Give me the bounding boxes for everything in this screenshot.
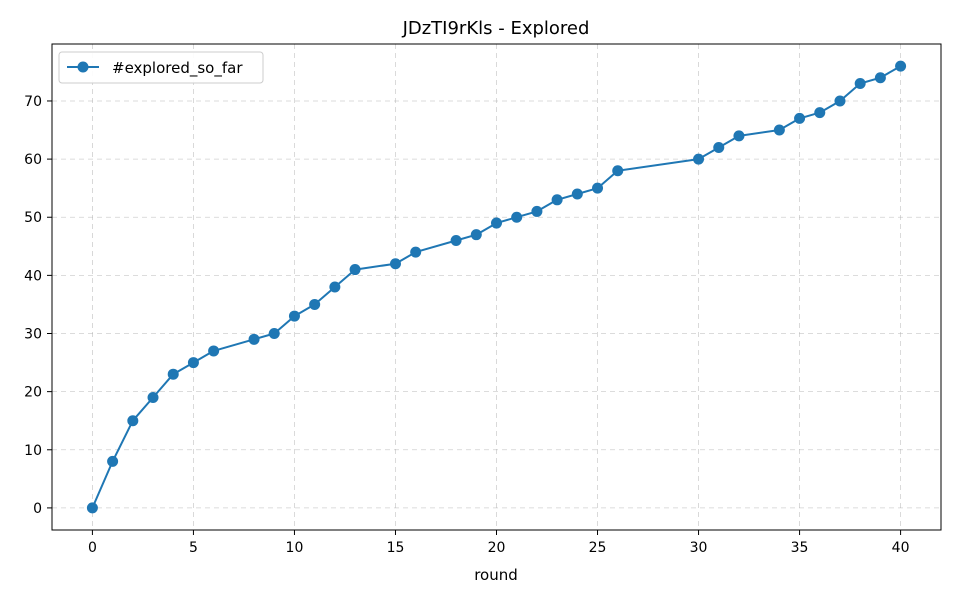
data-point bbox=[167, 368, 179, 380]
data-point bbox=[713, 141, 725, 153]
y-tick-label: 70 bbox=[24, 94, 42, 110]
data-point bbox=[248, 333, 260, 345]
y-tick-label: 30 bbox=[24, 327, 42, 343]
data-point bbox=[349, 264, 361, 276]
legend-box bbox=[58, 51, 264, 84]
legend-label: #explored_so_far bbox=[112, 59, 243, 78]
data-point bbox=[288, 310, 300, 322]
x-tick-label: 15 bbox=[387, 540, 405, 556]
data-point bbox=[834, 95, 846, 107]
data-point bbox=[491, 217, 502, 229]
data-point bbox=[794, 112, 806, 124]
y-tick-label: 10 bbox=[24, 443, 42, 459]
data-point bbox=[531, 205, 543, 217]
y-axis-ticks: 0 10 20 30 40 50 60 70 bbox=[24, 94, 52, 517]
series-line bbox=[91, 65, 902, 509]
data-point bbox=[773, 124, 785, 136]
series-layer bbox=[86, 60, 907, 514]
y-tick-label: 40 bbox=[24, 268, 42, 284]
legend: #explored_so_far bbox=[58, 51, 264, 84]
x-tick-label: 40 bbox=[892, 540, 910, 556]
data-point bbox=[551, 194, 563, 206]
data-point bbox=[874, 72, 886, 84]
data-point bbox=[854, 78, 866, 90]
data-point bbox=[592, 182, 604, 194]
data-point bbox=[309, 298, 321, 310]
data-point bbox=[470, 229, 482, 241]
data-point bbox=[410, 246, 422, 258]
x-tick-label: 20 bbox=[488, 540, 506, 556]
y-tick-label: 20 bbox=[24, 385, 42, 401]
data-point bbox=[693, 153, 705, 165]
data-point bbox=[612, 165, 624, 177]
y-tick-label: 50 bbox=[24, 210, 42, 226]
y-tick-label: 0 bbox=[33, 501, 42, 517]
data-point bbox=[895, 60, 907, 72]
x-tick-label: 30 bbox=[690, 540, 708, 556]
data-point bbox=[107, 455, 119, 467]
chart-title: JDzTI9rKls - Explored bbox=[402, 18, 590, 39]
data-point bbox=[208, 345, 220, 357]
x-axis-label: round bbox=[474, 566, 518, 584]
data-point bbox=[571, 188, 583, 200]
data-point bbox=[511, 211, 523, 223]
data-point bbox=[733, 130, 745, 142]
data-point bbox=[147, 391, 159, 403]
x-tick-label: 35 bbox=[791, 540, 809, 556]
x-tick-label: 10 bbox=[286, 540, 304, 556]
data-point bbox=[389, 258, 401, 270]
data-point bbox=[86, 502, 98, 514]
x-axis-ticks: 0 5 10 15 20 25 30 35 40 bbox=[88, 530, 910, 556]
x-tick-label: 5 bbox=[189, 540, 198, 556]
data-point bbox=[814, 107, 826, 119]
grid bbox=[52, 44, 941, 530]
data-point bbox=[329, 281, 341, 293]
plot-frame bbox=[51, 43, 942, 531]
data-point bbox=[450, 234, 462, 246]
data-point bbox=[187, 357, 199, 369]
data-point bbox=[127, 415, 139, 427]
legend-marker bbox=[77, 61, 89, 73]
x-tick-label: 25 bbox=[589, 540, 607, 556]
x-tick-label: 0 bbox=[88, 540, 97, 556]
y-tick-label: 60 bbox=[24, 152, 42, 168]
data-point bbox=[268, 328, 280, 340]
